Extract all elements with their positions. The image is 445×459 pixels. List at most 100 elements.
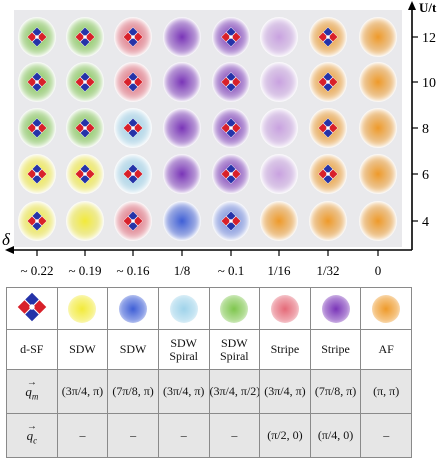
qm-value: (π, π): [360, 369, 412, 414]
dsf-lobe: [323, 128, 333, 138]
phase-disc: [260, 201, 298, 241]
dsf-lobe: [231, 216, 241, 226]
dsf-lobe: [323, 164, 333, 174]
phase-disc: [163, 201, 201, 241]
dsf-lobe: [37, 32, 47, 42]
legend-swatch-row: [6, 287, 412, 330]
dsf-lobe: [221, 123, 231, 133]
dsf-lobe: [80, 27, 90, 37]
dsf-order-icon: [123, 27, 143, 47]
legend-table: d-SF SDW SDW SDW Spiral SDW Spiral Stripe Stri…: [6, 287, 412, 458]
dsf-order-icon: [221, 211, 241, 231]
phase-disc: [260, 154, 298, 194]
dsf-lobe: [75, 123, 85, 133]
dsf-order-icon: [221, 118, 241, 138]
dsf-lobe: [226, 82, 236, 92]
dsf-lobe: [323, 72, 333, 82]
dsf-lobe: [80, 128, 90, 138]
dsf-lobe: [32, 174, 42, 184]
phase-disc: [359, 154, 397, 194]
dsf-lobe: [226, 37, 236, 47]
dsf-lobe: [128, 118, 138, 128]
dsf-lobe: [128, 37, 138, 47]
dsf-order-icon: [318, 72, 338, 92]
dsf-lobe: [123, 216, 133, 226]
dsf-lobe: [128, 82, 138, 92]
dsf-order-icon: [75, 164, 95, 184]
dsf-order-icon: [221, 72, 241, 92]
dsf-order-icon: [27, 27, 47, 47]
dsf-lobe: [25, 307, 39, 322]
dsf-lobe: [32, 164, 42, 174]
dsf-order-icon: [27, 72, 47, 92]
dsf-lobe: [80, 37, 90, 47]
y-tick-label: 12: [422, 31, 436, 46]
dsf-lobe: [123, 169, 133, 179]
qc-value: –: [107, 413, 159, 458]
dsf-lobe: [80, 82, 90, 92]
dsf-order-icon: [221, 164, 241, 184]
dsf-lobe: [226, 118, 236, 128]
qm-row: → qm (3π/4, π) (7π/8, π) (3π/4, π) (3π/4, π/…: [6, 369, 412, 414]
legend-label: SDW Spiral: [157, 329, 210, 370]
dsf-lobe: [32, 221, 42, 231]
dsf-lobe: [32, 211, 42, 221]
dsf-lobe: [318, 77, 328, 87]
legend-swatch: [220, 294, 249, 323]
dsf-lobe: [32, 27, 42, 37]
dsf-lobe: [27, 77, 37, 87]
dsf-lobe: [226, 221, 236, 231]
phase-disc: [359, 201, 397, 241]
dsf-lobe: [318, 169, 328, 179]
dsf-order-icon: [123, 118, 143, 138]
dsf-order-icon: [27, 211, 47, 231]
dsf-lobe: [328, 32, 338, 42]
dsf-legend-glyph: [16, 292, 47, 322]
dsf-lobe: [32, 118, 42, 128]
x-tick-label: 0: [375, 263, 382, 278]
legend-label: SDW: [107, 329, 159, 370]
phase-disc: [163, 154, 201, 194]
qc-value: (π/4, 0): [309, 413, 362, 458]
dsf-lobe: [133, 77, 143, 87]
qm-value: (3π/4, π): [56, 369, 109, 414]
x-axis-arrow-icon: [5, 246, 14, 254]
legend-swatch-cell: [259, 287, 311, 330]
legend-swatch: [372, 294, 401, 323]
phase-disc: [359, 17, 397, 57]
phase-disc: [260, 108, 298, 148]
dsf-order-icon: [75, 118, 95, 138]
legend-swatch: [119, 294, 148, 323]
dsf-lobe: [328, 123, 338, 133]
qc-value: –: [56, 413, 109, 458]
dsf-lobe: [32, 300, 47, 314]
dsf-lobe: [80, 174, 90, 184]
legend-label: Stripe: [309, 329, 362, 370]
qm-value: (3π/4, π): [157, 369, 210, 414]
dsf-lobe: [231, 32, 241, 42]
phase-disc: [359, 108, 397, 148]
dsf-lobe: [231, 123, 241, 133]
qc-value: –: [157, 413, 210, 458]
dsf-lobe: [128, 72, 138, 82]
legend-swatch-cell: [6, 287, 58, 330]
dsf-lobe: [17, 300, 32, 314]
dsf-lobe: [323, 174, 333, 184]
dsf-lobe: [75, 169, 85, 179]
x-tick-label: ~ 0.1: [218, 263, 245, 278]
qm-value: (3π/4, π/2): [208, 369, 261, 414]
x-tick-label: 1/8: [174, 263, 191, 278]
legend-swatch: [169, 294, 198, 323]
legend-label: AF: [360, 329, 412, 370]
dsf-lobe: [231, 77, 241, 87]
qc-value: –: [208, 413, 261, 458]
phase-disc: [163, 17, 201, 57]
dsf-lobe: [226, 128, 236, 138]
dsf-order-icon: [123, 72, 143, 92]
dsf-lobe: [37, 216, 47, 226]
qc-row-header: → qc: [6, 413, 58, 458]
dsf-lobe: [37, 77, 47, 87]
dsf-lobe: [128, 164, 138, 174]
dsf-lobe: [32, 72, 42, 82]
dsf-lobe: [221, 169, 231, 179]
